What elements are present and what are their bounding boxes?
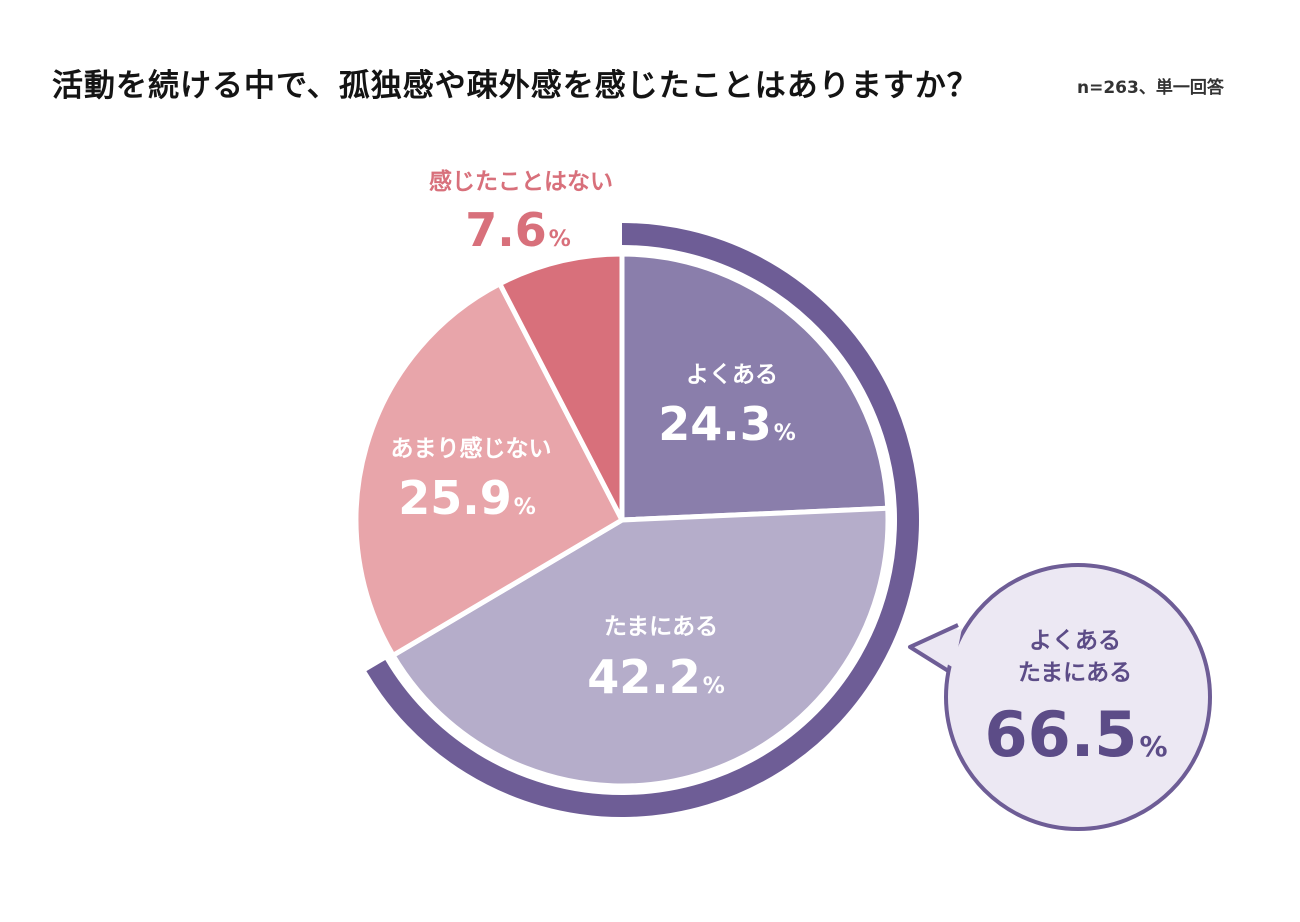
- chart-title: 活動を続ける中で、孤独感や疎外感を感じたことはありますか？: [52, 68, 979, 104]
- bubble-pointer-mask: [918, 628, 962, 668]
- pie-slice-labels: よくある 24.3% たまにある 42.2% あまり感じない 25.9% 感じた…: [391, 168, 796, 704]
- slice-label-sometimes: たまにある: [604, 614, 718, 640]
- slice-label-never: 感じたことはない: [429, 168, 613, 195]
- slice-never: [497, 251, 625, 523]
- slice-value-often: 24.3%: [658, 397, 796, 451]
- slice-value-sometimes: 42.2%: [587, 650, 725, 704]
- slice-sometimes: [390, 505, 891, 789]
- slice-label-often: よくある: [686, 362, 778, 388]
- sample-note: n=263、単一回答: [1077, 78, 1224, 98]
- highlight-ring: [366, 223, 919, 817]
- slice-value-never: 7.6%: [465, 203, 571, 257]
- slice-often: [619, 251, 891, 523]
- bubble-value: 66.5%: [984, 698, 1167, 771]
- bubble-label-line2: たまにある: [1018, 660, 1132, 686]
- slice-rarely: [353, 281, 625, 658]
- bubble-circle: [944, 563, 1212, 831]
- highlight-ring-group: [366, 223, 919, 817]
- slice-label-rarely: あまり感じない: [391, 435, 552, 462]
- bubble-label-line1: よくある: [1029, 628, 1121, 654]
- slice-value-rarely: 25.9%: [398, 471, 536, 525]
- highlight-bubble: よくある たまにある 66.5%: [908, 563, 1212, 831]
- pie-slices: [353, 251, 891, 789]
